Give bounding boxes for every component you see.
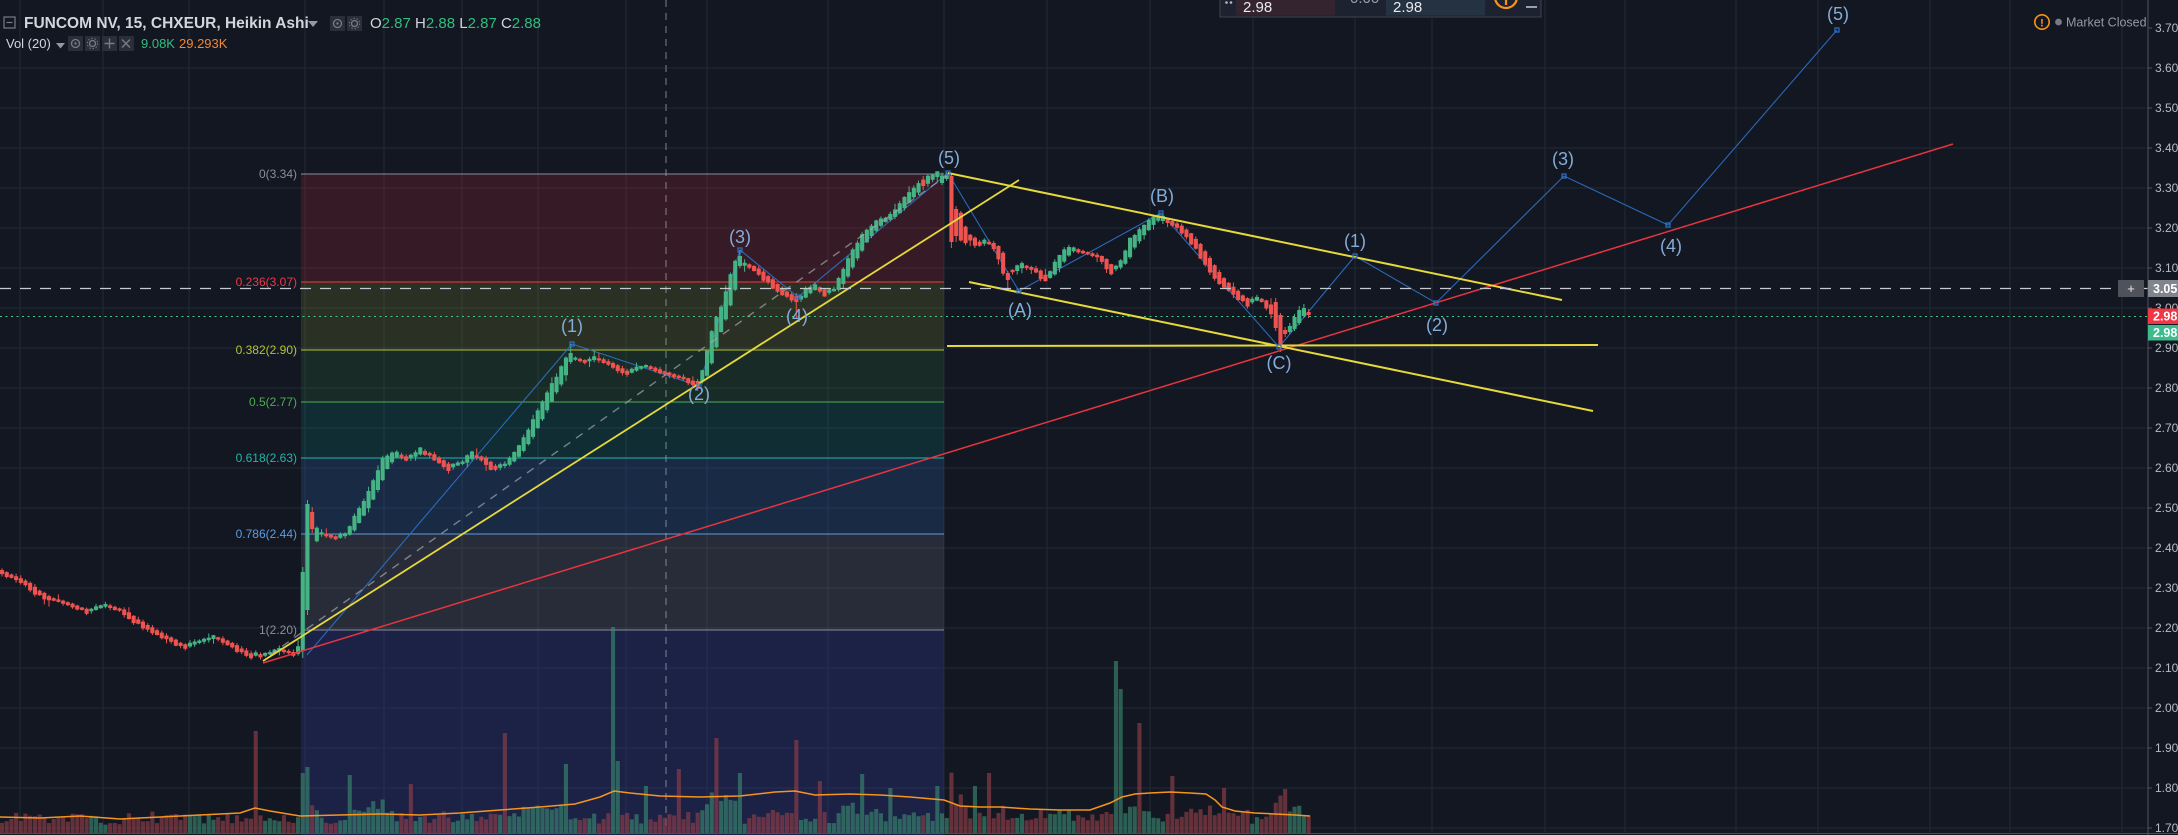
svg-text:2.30: 2.30 [2155,581,2178,595]
svg-text:3.05: 3.05 [2153,282,2177,296]
svg-text:2.98: 2.98 [1393,0,1422,16]
svg-text:1(2.20): 1(2.20) [259,623,297,637]
svg-text:2.98: 2.98 [2153,310,2177,324]
svg-text:1.80: 1.80 [2155,781,2178,795]
svg-text:(5): (5) [938,148,960,168]
svg-text:2.60: 2.60 [2155,461,2178,475]
svg-text:FUNCOM NV, 15, CHXEUR, Heikin: FUNCOM NV, 15, CHXEUR, Heikin Ashi [24,15,309,32]
svg-text:0(3.34): 0(3.34) [259,167,297,181]
svg-text:3.60: 3.60 [2155,61,2178,75]
svg-text:(B): (B) [1150,186,1174,206]
svg-text:1.90: 1.90 [2155,741,2178,755]
svg-text:2.10: 2.10 [2155,661,2178,675]
svg-text:(4): (4) [786,306,808,326]
svg-text:0.5(2.77): 0.5(2.77) [249,395,297,409]
svg-text:(C): (C) [1267,353,1292,373]
svg-text:(1): (1) [1344,231,1366,251]
svg-text:9.08K: 9.08K [141,36,175,51]
svg-text:3.20: 3.20 [2155,221,2178,235]
svg-text:(2): (2) [688,384,710,404]
svg-text:3.40: 3.40 [2155,141,2178,155]
svg-text:2.70: 2.70 [2155,421,2178,435]
svg-text:Vol (20): Vol (20) [6,36,51,51]
svg-text:(1): (1) [561,316,583,336]
svg-text:!: ! [2040,18,2044,30]
svg-text:2.20: 2.20 [2155,621,2178,635]
svg-text:(3): (3) [1552,149,1574,169]
svg-text:(2): (2) [1426,315,1448,335]
svg-text:2.98: 2.98 [1243,0,1272,16]
svg-text:1.70: 1.70 [2155,821,2178,835]
svg-text:3.50: 3.50 [2155,101,2178,115]
svg-text:2.80: 2.80 [2155,381,2178,395]
svg-text:2.00: 2.00 [2155,701,2178,715]
svg-text:0.382(2.90): 0.382(2.90) [236,343,297,357]
svg-text:(4): (4) [1660,236,1682,256]
svg-text:Market Closed: Market Closed [2066,16,2147,30]
svg-text:29.293K: 29.293K [179,36,228,51]
svg-text:3.70: 3.70 [2155,21,2178,35]
svg-text:3.30: 3.30 [2155,181,2178,195]
svg-text:2.98: 2.98 [2153,326,2177,340]
svg-text:0.786(2.44): 0.786(2.44) [236,527,297,541]
svg-text:(3): (3) [729,227,751,247]
svg-text:2.50: 2.50 [2155,501,2178,515]
svg-text:2.40: 2.40 [2155,541,2178,555]
svg-text:3.10: 3.10 [2155,261,2178,275]
svg-text:(5): (5) [1827,4,1849,24]
svg-text:(A): (A) [1008,300,1032,320]
svg-text:+: + [2127,281,2135,296]
svg-text:2.90: 2.90 [2155,341,2178,355]
svg-text:O2.87 H2.88 L2.87 C2.88: O2.87 H2.88 L2.87 C2.88 [370,15,541,32]
svg-text:0.00: 0.00 [1350,0,1379,7]
svg-text:0.236(3.07): 0.236(3.07) [236,275,297,289]
svg-text:0.618(2.63): 0.618(2.63) [236,451,297,465]
